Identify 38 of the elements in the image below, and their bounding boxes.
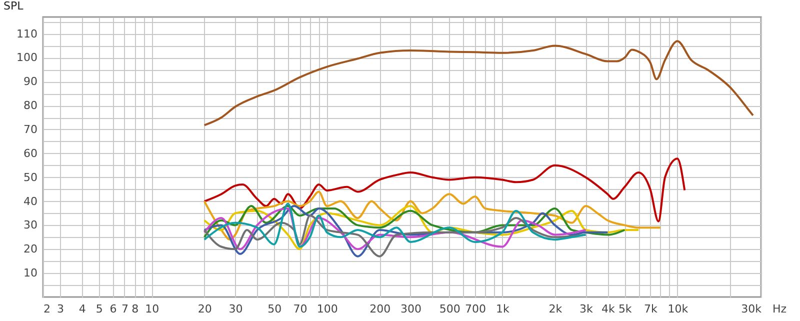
x-tick-label: 70 xyxy=(293,302,308,316)
x-tick-label: 3 xyxy=(56,302,64,316)
x-tick-label: 300 xyxy=(400,302,422,316)
x-tick-label: 50 xyxy=(268,302,282,316)
x-tick-label: 6 xyxy=(110,302,117,316)
x-tick-label: 4k xyxy=(601,302,616,316)
y-tick-label: 70 xyxy=(24,122,38,136)
x-tick-label: 500 xyxy=(439,302,460,316)
x-tick-label: 8 xyxy=(132,302,139,316)
x-tick-label: 5k xyxy=(618,302,632,316)
x-tick-label: 200 xyxy=(370,302,391,316)
x-tick-label: 2k xyxy=(548,302,563,316)
y-tick-label: 50 xyxy=(24,170,38,184)
y-tick-label: 100 xyxy=(16,51,38,64)
x-tick-label: 100 xyxy=(316,302,338,316)
x-tick-label: 30k xyxy=(741,302,762,316)
x-tick-label: 3k xyxy=(580,302,594,316)
y-tick-label: 80 xyxy=(24,99,38,112)
x-tick-label: 2 xyxy=(44,302,50,316)
x-tick-label: 7k xyxy=(644,302,658,316)
x-tick-label: 700 xyxy=(464,302,486,316)
y-axis-title: SPL xyxy=(4,0,24,12)
y-tick-label: 30 xyxy=(24,218,38,232)
y-tick-label: 60 xyxy=(24,146,38,160)
x-tick-label: 4 xyxy=(78,302,86,316)
x-tick-label: 1k xyxy=(496,302,510,316)
x-tick-label: 5 xyxy=(96,302,103,316)
x-axis-title: Hz xyxy=(772,302,787,316)
y-tick-label: 20 xyxy=(24,242,38,256)
y-tick-label: 10 xyxy=(24,266,38,280)
x-tick-label: 10k xyxy=(668,302,689,316)
y-tick-label: 40 xyxy=(24,194,38,208)
x-tick-label: 10 xyxy=(145,302,160,316)
y-tick-label: 90 xyxy=(24,75,38,88)
x-tick-label: 30 xyxy=(228,302,243,316)
y-tick-label: 110 xyxy=(16,27,38,40)
x-tick-label: 7 xyxy=(121,302,128,316)
x-tick-label: 20 xyxy=(198,302,212,316)
